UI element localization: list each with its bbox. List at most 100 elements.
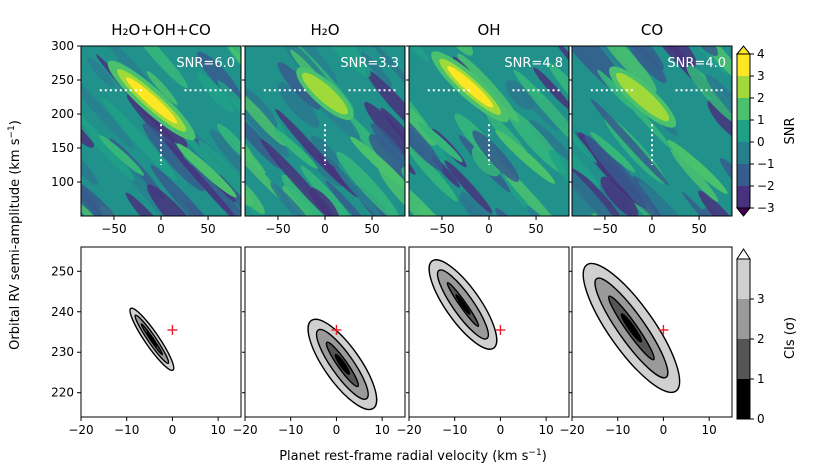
snr-colorbar-extend-top: [735, 45, 752, 55]
snr-colorbar-tick-label: 3: [757, 69, 765, 83]
noise-streak: [572, 124, 612, 202]
noise-streak: [197, 72, 234, 113]
snr-peak-contour: [447, 66, 494, 108]
noise-streak: [281, 174, 337, 216]
cls-panel-0: −20 −10 0 10 250 240 230 220: [51, 246, 242, 437]
noise-streak: [665, 46, 728, 75]
cls-colorbar-tick-label: 2: [757, 332, 765, 346]
snr-panel-2: SNR=4.8 OH −50 0 50: [406, 21, 570, 236]
panel-frame: [408, 246, 570, 418]
x-tick-label: −10: [442, 423, 467, 437]
noise-streak: [409, 102, 444, 171]
x-tick-label: −10: [114, 423, 139, 437]
noise-streak: [275, 109, 347, 188]
noise-streak: [686, 64, 732, 126]
x-tick-label: −50: [265, 222, 290, 236]
secondary-streak: [667, 139, 728, 195]
x-tick-label: −20: [396, 423, 421, 437]
snr-colorbar-tick-label: 2: [757, 91, 765, 105]
cls-contour-level-3: [620, 313, 643, 343]
snr-colorbar-frame: [736, 53, 751, 209]
x-tick-label: −20: [68, 423, 93, 437]
noise-streak: [245, 87, 278, 129]
cls-panel-1: −20 −10 0 10: [232, 246, 406, 437]
noise-streak: [87, 57, 115, 88]
x-tick-label: −50: [101, 222, 126, 236]
noise-streak: [325, 180, 375, 216]
noise-streak: [209, 129, 241, 192]
noise-streak: [688, 46, 719, 57]
noise-streak: [370, 46, 405, 104]
noise-streak: [164, 140, 241, 216]
x-tick-label: 10: [539, 423, 554, 437]
x-tick-label: 0: [485, 222, 493, 236]
x-tick-label: −50: [429, 222, 454, 236]
y-tick-label: 100: [51, 175, 74, 189]
noise-streak: [460, 191, 535, 216]
snr-annotation: SNR=6.0: [176, 56, 235, 71]
noise-streak: [409, 100, 437, 146]
noise-streak: [409, 46, 430, 63]
snr-annotation: SNR=4.8: [504, 56, 563, 71]
secondary-streak: [176, 143, 237, 198]
noise-streak: [505, 80, 534, 111]
cls-colorbar-extend-top: [736, 248, 751, 260]
cls-panel-2: −20 −10 0 10: [396, 246, 570, 437]
noise-streak: [365, 69, 405, 141]
y-tick-label: 200: [51, 107, 74, 121]
snr-colorbar-tick-label: −2: [757, 179, 775, 193]
x-tick-label: 50: [200, 222, 215, 236]
snr-colorbar-tick-label: 1: [757, 113, 765, 127]
secondary-streak: [590, 131, 636, 173]
cls-colorbar-band: [737, 379, 750, 419]
x-tick-label: 10: [375, 423, 390, 437]
snr-colorbar-band: [737, 54, 750, 76]
cls-colorbar: 3 2 1 0 CIs (σ): [736, 248, 798, 426]
noise-streak: [128, 174, 186, 216]
snr-annotation: SNR=4.0: [667, 56, 726, 71]
noise-streak: [720, 158, 732, 205]
noise-streak: [705, 74, 732, 144]
snr-colorbar-band: [737, 142, 750, 164]
x-axis-label: Planet rest-frame radial velocity (km s−…: [279, 448, 547, 464]
x-tick-label: 50: [528, 222, 543, 236]
x-tick-label: −20: [559, 423, 584, 437]
noise-streak: [309, 187, 339, 216]
noise-streak: [698, 190, 732, 216]
noise-streak: [190, 164, 241, 216]
snr-panel-0: SNR=6.0 H₂O+OH+CO −50 0 50 300 250 200 150 100: [51, 21, 242, 236]
snr-colorbar: 4 3 2 1 0 −1 −2 −3 SNR: [735, 45, 798, 217]
snr-colorbar-band: [737, 186, 750, 208]
noise-streak: [707, 99, 732, 141]
x-tick-label: 10: [702, 423, 717, 437]
noise-streak: [270, 182, 318, 216]
snr-peak-contour: [126, 77, 178, 124]
noise-streak: [217, 80, 241, 148]
x-tick-label: −10: [605, 423, 630, 437]
snr-colorbar-label: SNR: [783, 117, 798, 144]
noise-streak: [266, 46, 338, 84]
panel-title: H₂O: [310, 21, 339, 39]
y-tick-label: 230: [51, 345, 74, 359]
y-tick-label: 150: [51, 141, 74, 155]
noise-streak: [380, 107, 405, 154]
x-tick-label: 0: [169, 423, 177, 437]
noise-streak: [444, 160, 493, 214]
noise-streak: [315, 46, 371, 78]
snr-annotation: SNR=3.3: [340, 56, 399, 71]
y-axis-label: Orbital RV semi-amplitude (km s−1): [7, 120, 23, 350]
snr-colorbar-tick-label: 0: [757, 135, 765, 149]
x-tick-label: 0: [333, 423, 341, 437]
panel-title: CO: [641, 21, 663, 39]
y-tick-label: 220: [51, 386, 74, 400]
cls-colorbar-label: CIs (σ): [783, 317, 798, 359]
noise-streak: [146, 184, 213, 216]
x-tick-label: 10: [211, 423, 226, 437]
cls-colorbar-band: [737, 339, 750, 379]
x-tick-label: 0: [648, 222, 656, 236]
noise-streak: [446, 46, 474, 56]
noise-streak: [409, 181, 462, 216]
noise-streak: [590, 98, 669, 186]
noise-streak: [370, 123, 405, 162]
panel-title: OH: [477, 21, 500, 39]
